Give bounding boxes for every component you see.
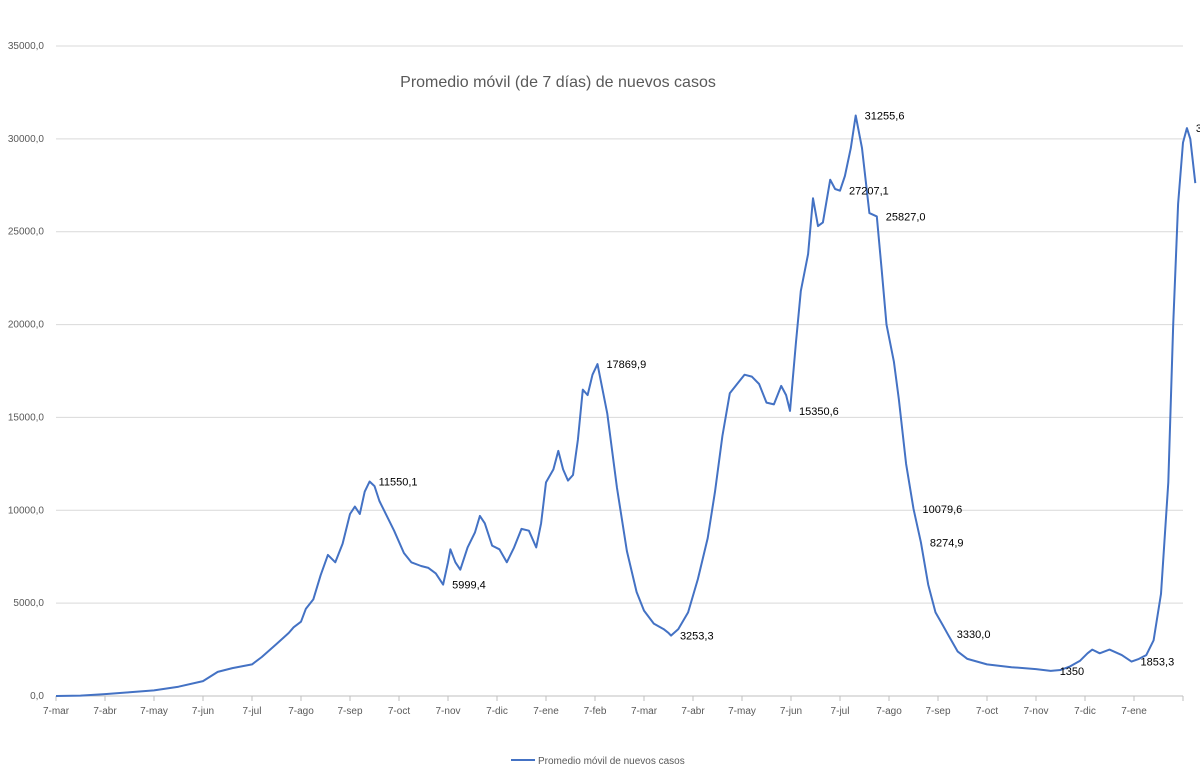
y-tick-label: 10000,0 [8, 505, 45, 516]
x-tick-label: 7-oct [388, 706, 410, 717]
data-label: 3253,3 [680, 631, 714, 643]
y-tick-label: 20000,0 [8, 320, 45, 331]
data-label: 27207,1 [849, 186, 889, 198]
x-tick-label: 7-mar [631, 706, 658, 717]
y-tick-label: 30000,0 [8, 134, 45, 145]
legend-label: Promedio móvil de nuevos casos [538, 756, 685, 767]
x-tick-label: 7-sep [925, 706, 950, 717]
data-label: 15350,6 [799, 406, 839, 418]
x-tick-label: 7-may [140, 706, 168, 717]
x-tick-label: 7-mar [43, 706, 70, 717]
data-label: 17869,9 [606, 359, 646, 371]
x-tick-label: 7-nov [1023, 706, 1048, 717]
data-labels: 11550,1 5999,4 17869,9 3253,3 15350,6 31255,6… [379, 111, 1200, 678]
data-label: 1853,3 [1141, 657, 1175, 669]
y-tick-label: 15000,0 [8, 412, 45, 423]
data-label: 10079,6 [923, 504, 963, 516]
axes: 0,0 5000,0 10000,0 15000,0 20000,0 25000,0 300… [8, 41, 1184, 717]
x-tick-label: 7-abr [681, 706, 705, 717]
y-tick-label: 0,0 [30, 691, 44, 702]
data-label: 5999,4 [452, 580, 486, 592]
series-layer [55, 114, 1197, 697]
x-tick-label: 7-dic [486, 706, 508, 717]
data-label: 31255,6 [865, 111, 905, 123]
x-tick-label: 7-dic [1074, 706, 1096, 717]
data-label: 11550,1 [379, 476, 418, 488]
x-tick-label: 7-may [728, 706, 756, 717]
data-label: 8274,9 [930, 537, 964, 549]
y-tick-label: 25000,0 [8, 227, 45, 238]
x-tick-label: 7-jul [243, 706, 262, 717]
chart-title: Promedio móvil (de 7 días) de nuevos cas… [400, 74, 716, 91]
legend: Promedio móvil de nuevos casos [511, 756, 685, 767]
gridlines [56, 45, 1183, 604]
x-tick-label: 7-ago [876, 706, 902, 717]
x-tick-label: 7-nov [435, 706, 460, 717]
x-tick-label: 7-sep [337, 706, 362, 717]
x-tick-label: 7-feb [584, 706, 607, 717]
data-label: 3330,0 [957, 629, 991, 641]
data-label: 25827,0 [886, 211, 926, 223]
data-label: 1350 [1060, 666, 1084, 678]
y-tick-label: 5000,0 [13, 598, 44, 609]
x-tick-label: 7-ene [1121, 706, 1147, 717]
x-tick-label: 7-jun [192, 706, 214, 717]
x-tick-label: 7-ago [288, 706, 314, 717]
x-tick-label: 7-ene [533, 706, 559, 717]
x-tick-label: 7-jun [780, 706, 802, 717]
x-tick-label: 7-oct [976, 706, 998, 717]
data-label: 30577,9 [1196, 123, 1200, 135]
y-tick-label: 35000,0 [8, 41, 45, 52]
series-line [55, 114, 1197, 697]
x-tick-label: 7-abr [93, 706, 117, 717]
x-tick-label: 7-jul [831, 706, 850, 717]
